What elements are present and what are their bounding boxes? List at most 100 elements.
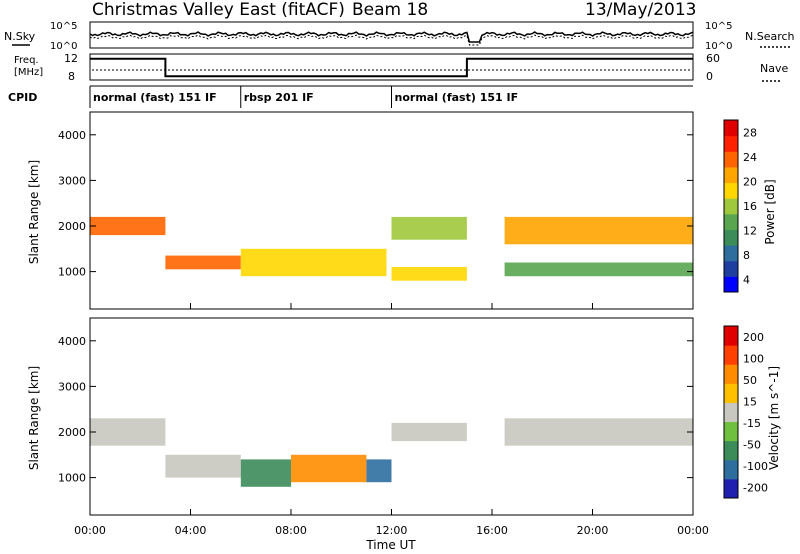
heatmap-band	[240, 459, 292, 487]
x-tick-label: 20:00	[577, 524, 609, 537]
y-tick-label: 2000	[58, 426, 86, 439]
colorbar-swatch	[724, 345, 738, 365]
power-y-axis: 1000 2000 3000 4000	[58, 129, 693, 279]
colorbar-swatch	[724, 364, 738, 384]
colorbar-swatch	[724, 478, 738, 499]
colorbar-tick-label: -200	[743, 481, 768, 494]
colorbar-swatch	[724, 198, 738, 215]
noise-series	[89, 31, 694, 46]
colorbar-tick-label: -50	[743, 438, 761, 451]
power-ylabel: Slant Range [km]	[27, 160, 41, 264]
colorbar-swatch	[724, 213, 738, 230]
power-colorbar: 28 24 20 16 12 8 4	[723, 119, 757, 293]
colorbar-swatch	[724, 245, 738, 262]
heatmap-band	[165, 454, 241, 478]
velocity-panel-bg	[90, 318, 693, 515]
heatmap-band	[504, 262, 693, 277]
noise-panel-frame	[89, 21, 694, 49]
nave-tick-low: 0	[706, 70, 713, 83]
colorbar-tick-label: 12	[743, 225, 757, 238]
colorbar-tick-label: 50	[743, 374, 757, 387]
heatmap-band	[240, 248, 387, 277]
colorbar-swatch	[724, 383, 738, 403]
colorbar-swatch	[724, 276, 738, 293]
cpid-segment-label: rbsp 201 IF	[244, 91, 314, 104]
heatmap-band	[504, 418, 693, 446]
colorbar-swatch	[724, 151, 738, 168]
power-heatmap	[90, 216, 693, 281]
heatmap-band	[504, 216, 693, 245]
colorbar-tick-label: 28	[743, 126, 757, 139]
colorbar-tick-label: 20	[743, 175, 757, 188]
colorbar-swatch	[724, 229, 738, 246]
noise-tick-left-low: 10^0	[50, 41, 77, 52]
heatmap-band	[391, 216, 467, 240]
colorbar-frame	[723, 119, 739, 293]
nsky-label: N.Sky	[4, 30, 36, 43]
colorbar-tick-label: 24	[743, 151, 757, 164]
nsearch-label: N.Search	[745, 30, 795, 43]
y-tick-label: 4000	[58, 129, 86, 142]
colorbar-tick-label: 100	[743, 352, 764, 365]
nave-tick-high: 60	[706, 52, 720, 65]
heatmap-band	[391, 422, 467, 442]
heatmap-band	[165, 255, 241, 270]
cpid-segment-label: normal (fast) 151 IF	[395, 91, 519, 104]
colorbar-tick-label: 16	[743, 200, 757, 213]
freq-tick-low: 8	[68, 70, 75, 83]
colorbar-swatch	[724, 440, 738, 461]
colorbar-swatch	[724, 135, 738, 152]
colorbar-tick-label: 200	[743, 331, 764, 344]
x-tick-label: 04:00	[175, 524, 207, 537]
colorbar-tick-label: 8	[743, 249, 750, 262]
colorbar-frame	[723, 325, 739, 499]
y-tick-label: 3000	[58, 380, 86, 393]
velocity-y-axis: 1000 2000 3000 4000	[58, 335, 693, 485]
velocity-colorbar-label: Velocity [m s^-1]	[767, 366, 781, 470]
y-tick-label: 1000	[58, 472, 86, 485]
cpid-label: CPID	[8, 91, 37, 104]
cpid-segment-label: normal (fast) 151 IF	[93, 91, 217, 104]
heatmap-band	[291, 454, 367, 483]
velocity-ylabel: Slant Range [km]	[27, 366, 41, 470]
x-tick-label: 12:00	[376, 524, 408, 537]
colorbar-swatch	[724, 260, 738, 277]
beam-label: Beam 18	[352, 0, 428, 20]
date-label: 13/May/2013	[585, 0, 697, 20]
freq-series-line	[90, 57, 693, 78]
x-tick-label: 00:00	[74, 524, 106, 537]
nsearch-line	[89, 34, 694, 46]
y-tick-label: 2000	[58, 220, 86, 233]
heatmap-band	[391, 267, 467, 281]
time-xlabel: Time UT	[365, 538, 416, 552]
velocity-heatmap	[90, 418, 693, 487]
colorbar-swatch	[724, 459, 738, 480]
noise-tick-right-low: 10^0	[705, 41, 732, 52]
freq-label-line2: [MHz]	[14, 67, 43, 78]
colorbar-swatch	[724, 402, 738, 423]
power-colorbar-label: Power [dB]	[763, 179, 777, 244]
heatmap-band	[90, 216, 166, 236]
y-tick-label: 1000	[58, 266, 86, 279]
freq-label-line1: Freq.	[14, 55, 39, 66]
heatmap-band	[90, 418, 166, 446]
colorbar-swatch	[724, 166, 738, 184]
noise-tick-left-high: 10^5	[50, 21, 77, 32]
time-x-axis: 00:00 04:00 08:00 12:00 16:00 20:00 00:00	[74, 303, 709, 537]
colorbar-tick-label: 4	[743, 274, 750, 287]
heatmap-band	[366, 459, 392, 483]
noise-tick-right-high: 10^5	[705, 21, 732, 32]
velocity-colorbar: 200 100 50 15 -15 -50 -100 -200	[723, 325, 768, 499]
nave-label: Nave	[760, 62, 788, 75]
colorbar-tick-label: 15	[743, 395, 757, 408]
colorbar-tick-label: -100	[743, 460, 768, 473]
colorbar-swatch	[724, 182, 738, 199]
colorbar-swatch	[724, 326, 738, 346]
station-title: Christmas Valley East (fitACF)	[92, 0, 345, 20]
cpid-segments: normal (fast) 151 IF rbsp 201 IF normal (f…	[89, 86, 519, 108]
colorbar-swatch	[724, 120, 738, 137]
freq-tick-high: 12	[64, 52, 78, 65]
colorbar-tick-label: -15	[743, 417, 761, 430]
x-tick-label: 16:00	[476, 524, 508, 537]
